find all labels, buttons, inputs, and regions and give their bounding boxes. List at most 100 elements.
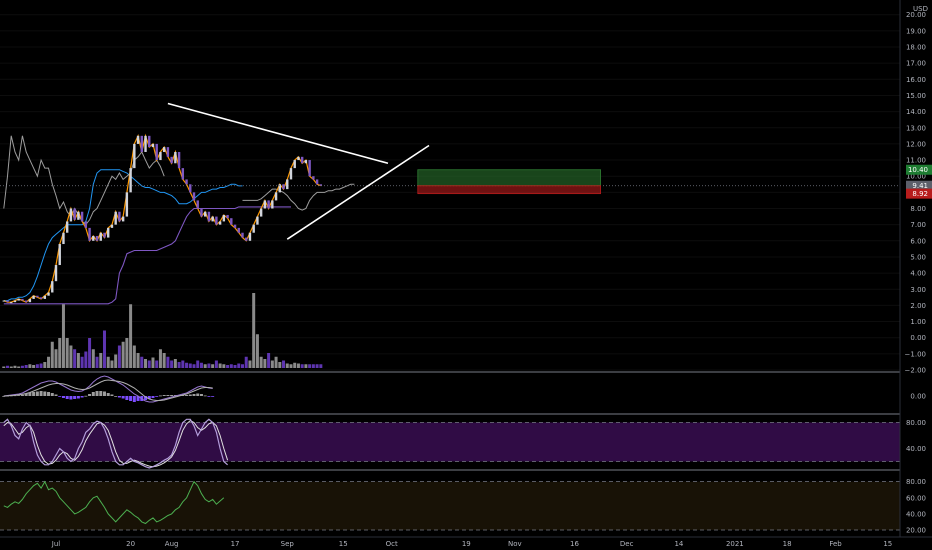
- volume-bar: [43, 362, 47, 368]
- candle: [17, 298, 20, 301]
- macd-histogram-bar: [155, 396, 159, 397]
- candle: [92, 235, 95, 241]
- volume-bar: [203, 364, 207, 368]
- macd-histogram-bar: [17, 395, 21, 396]
- volume-bar: [252, 293, 256, 368]
- volume-bar: [226, 365, 230, 368]
- price-tag-label: 10.40: [908, 166, 928, 174]
- stoch-d-line: [3, 420, 229, 468]
- candle: [252, 224, 255, 233]
- macd-signal-line: [3, 379, 213, 401]
- stoch-tick-label: 80.00: [906, 419, 926, 427]
- macd-histogram-bar: [43, 391, 47, 396]
- macd-histogram-bar: [162, 395, 166, 396]
- price-tick-label: 7.00: [910, 221, 926, 229]
- candle: [170, 156, 173, 164]
- candle: [293, 160, 296, 169]
- volume-bar: [114, 354, 118, 368]
- candle: [39, 297, 43, 299]
- volume-bar: [296, 363, 300, 368]
- macd-histogram-bar: [88, 394, 92, 396]
- candle: [21, 298, 24, 301]
- macd-histogram-bar: [170, 395, 174, 396]
- price-tick-label: 17.00: [906, 60, 926, 68]
- candle: [155, 143, 158, 161]
- candle: [289, 168, 293, 180]
- price-tick-label: 5.00: [910, 253, 926, 261]
- candle: [189, 184, 192, 193]
- macd-histogram-bar: [54, 394, 58, 396]
- price-tick-label: 4.00: [910, 270, 926, 278]
- candle: [2, 300, 5, 302]
- candle: [230, 218, 233, 225]
- time-tick-label: 18: [783, 540, 792, 548]
- volume-bar: [237, 363, 241, 368]
- candle: [278, 184, 281, 193]
- macd-histogram-bar: [114, 396, 118, 397]
- volume-bar: [274, 356, 278, 368]
- price-tick-label: 8.00: [910, 205, 926, 213]
- volume-bar: [73, 349, 77, 368]
- volume-bar: [117, 345, 121, 368]
- candle: [159, 151, 162, 161]
- candle: [282, 184, 285, 190]
- candle: [118, 211, 121, 222]
- candle: [129, 168, 132, 193]
- volume-bar: [95, 356, 99, 368]
- rsi-tick-label: 40.00: [906, 510, 926, 518]
- volume-bar: [84, 351, 88, 368]
- time-tick-label: 2021: [726, 540, 744, 548]
- volume-bar: [192, 364, 196, 368]
- macd-histogram-bar: [125, 396, 129, 400]
- macd-histogram-bar: [110, 394, 114, 396]
- macd-histogram-bar: [207, 396, 211, 397]
- candle: [207, 211, 211, 222]
- volume-bar: [132, 345, 136, 368]
- macd-histogram-bar: [32, 392, 36, 396]
- stoch-k-line: [3, 418, 228, 469]
- time-tick-label: Sep: [281, 540, 295, 548]
- volume-bar: [28, 364, 32, 368]
- macd-histogram-bar: [121, 396, 125, 399]
- macd-histogram-bar: [28, 392, 32, 396]
- macd-histogram-bar: [132, 396, 136, 402]
- time-tick-label: 15: [883, 540, 892, 548]
- macd-histogram-bar: [39, 391, 43, 396]
- volume-bar: [278, 362, 282, 368]
- macd-line: [3, 375, 213, 403]
- candle: [125, 192, 129, 217]
- candle: [241, 232, 244, 238]
- volume-bar: [88, 338, 92, 368]
- candle: [51, 281, 54, 293]
- volume-bar: [300, 364, 304, 368]
- stoch-tick-label: 40.00: [906, 445, 926, 453]
- macd-histogram-bar: [73, 396, 77, 399]
- candle: [256, 216, 259, 225]
- volume-bar: [125, 338, 129, 368]
- candle: [218, 221, 222, 225]
- volume-bar: [151, 357, 155, 368]
- candle: [248, 232, 252, 241]
- candle: [166, 147, 170, 157]
- price-tick-label: −2.00: [905, 367, 926, 375]
- candle: [13, 300, 17, 303]
- volume-bar: [91, 349, 95, 368]
- volume-bar: [54, 349, 58, 368]
- candle: [103, 232, 106, 238]
- candle: [174, 151, 177, 164]
- candle: [95, 235, 99, 241]
- volume-bar: [17, 366, 21, 368]
- candle: [99, 232, 102, 241]
- trend-drawings[interactable]: [167, 102, 601, 240]
- candle: [274, 192, 278, 201]
- macd-histogram-bar: [136, 396, 140, 401]
- candle: [222, 214, 226, 222]
- rsi-line: [3, 480, 225, 525]
- volume-bar: [110, 360, 114, 368]
- candle: [36, 295, 39, 298]
- candle: [88, 227, 91, 241]
- volume-bar: [80, 356, 84, 368]
- macd-histogram-bar: [185, 395, 189, 396]
- macd-histogram-bar: [147, 396, 151, 399]
